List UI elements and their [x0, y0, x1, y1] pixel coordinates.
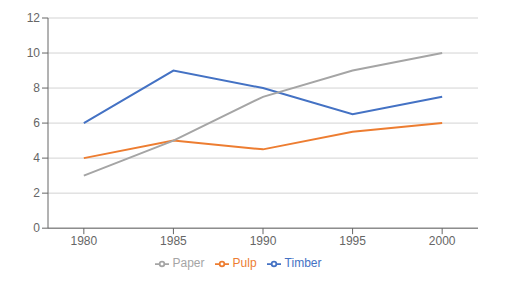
svg-text:8: 8 [33, 81, 40, 95]
html-text:Timber: Timber [284, 256, 322, 271]
svg-text:0: 0 [33, 221, 40, 235]
html-text:Paper: Paper [172, 256, 205, 271]
svg-text:1985: 1985 [160, 234, 187, 248]
svg-text:1980: 1980 [70, 234, 97, 248]
svg-text:10: 10 [27, 46, 41, 60]
svg-text:4: 4 [33, 151, 40, 165]
html-text:Pulp: Pulp [232, 256, 257, 271]
svg-text:1995: 1995 [339, 234, 366, 248]
svg-text:2: 2 [33, 186, 40, 200]
svg-text:1990: 1990 [250, 234, 277, 248]
svg-text:12: 12 [27, 11, 41, 25]
svg-text:2000: 2000 [429, 234, 456, 248]
svg-text:6: 6 [33, 116, 40, 130]
